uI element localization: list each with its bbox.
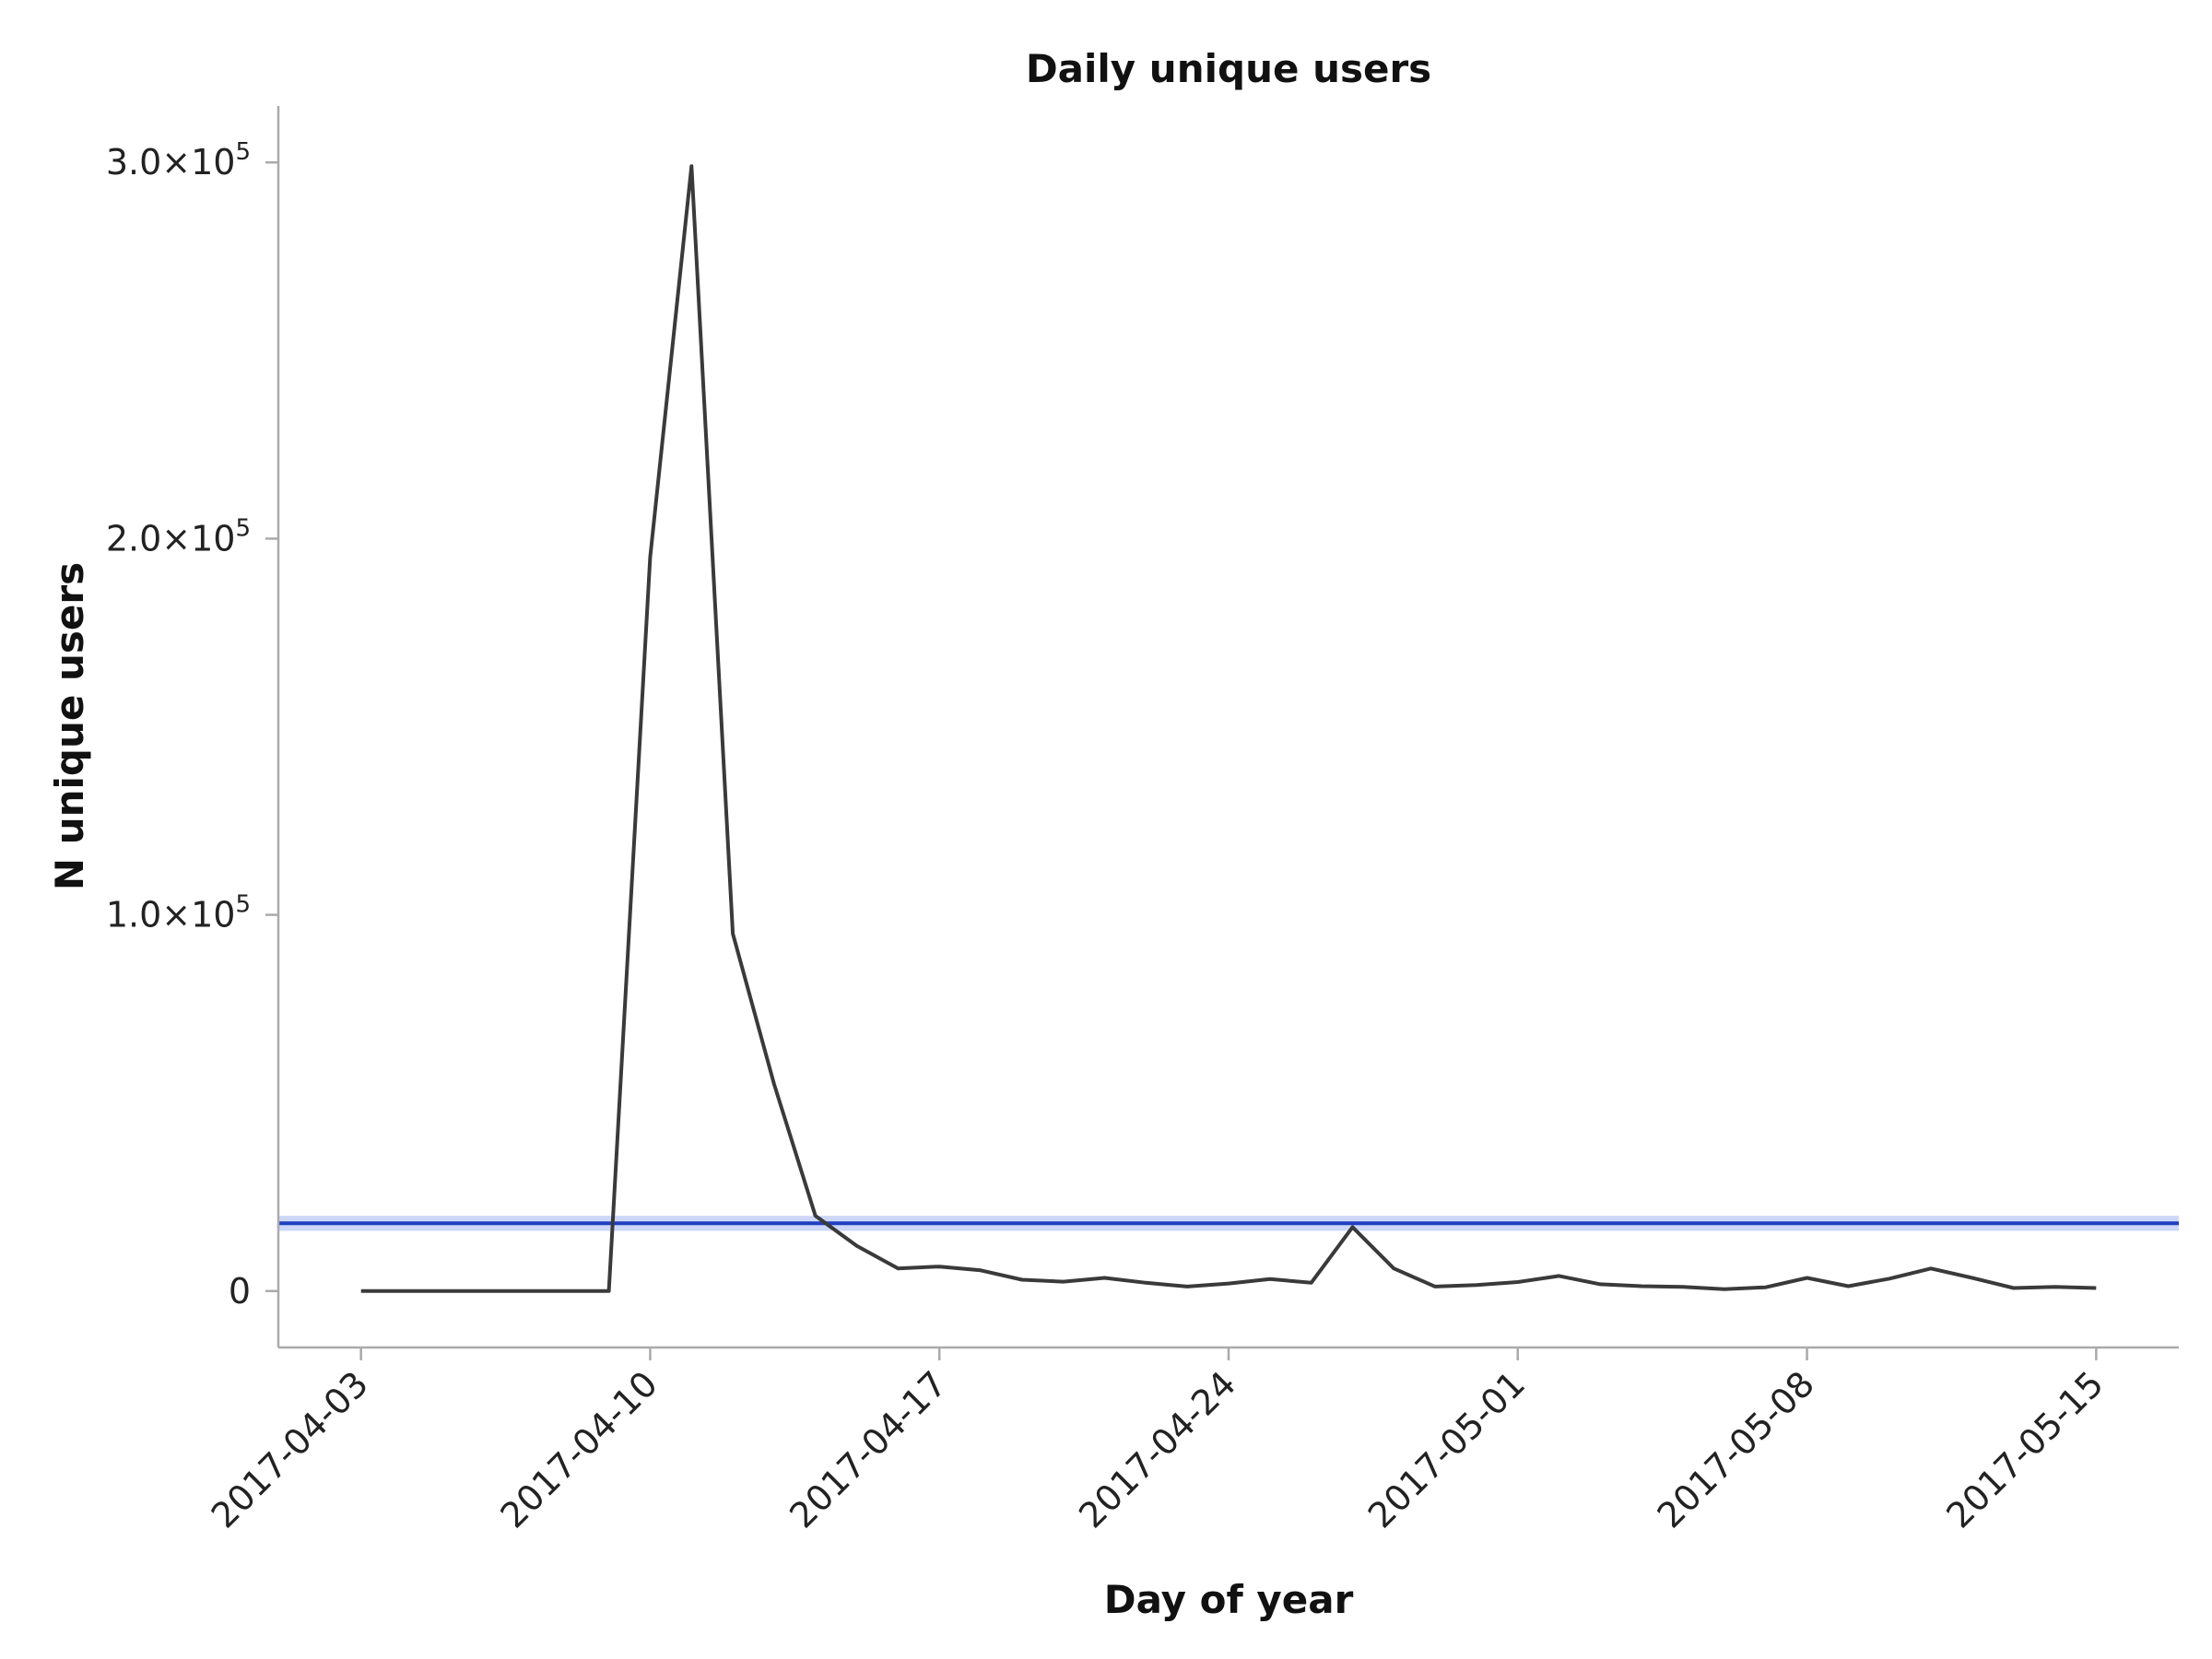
x-tick-label: 2017-05-15 <box>1938 1363 2111 1535</box>
x-ticks: 2017-04-03 2017-04-10 2017-04-17 2017-04-24… <box>204 1347 2112 1536</box>
x-tick-label: 2017-04-10 <box>493 1363 665 1535</box>
x-tick-label: 2017-04-03 <box>204 1363 376 1535</box>
x-tick-label: 2017-05-01 <box>1360 1363 1533 1535</box>
plot-area <box>278 164 2179 1293</box>
series-line <box>360 164 2097 1293</box>
chart-title: Daily unique users <box>1026 46 1431 91</box>
x-tick-label: 2017-04-24 <box>1071 1363 1243 1535</box>
x-tick-label: 2017-05-08 <box>1650 1363 1822 1535</box>
x-tick-label: 2017-04-17 <box>782 1363 954 1535</box>
y-ticks: 0 1.0×105 2.0×105 3.0×105 <box>106 138 278 1312</box>
series-points <box>360 166 2097 1291</box>
x-axis-label: Day of year <box>1104 1577 1354 1622</box>
y-tick-label: 1.0×105 <box>106 891 251 935</box>
y-tick-label: 3.0×105 <box>106 138 251 182</box>
y-tick-label: 2.0×105 <box>106 514 251 559</box>
y-axis-label: N unique users <box>47 562 92 890</box>
y-tick-label: 0 <box>229 1271 251 1312</box>
